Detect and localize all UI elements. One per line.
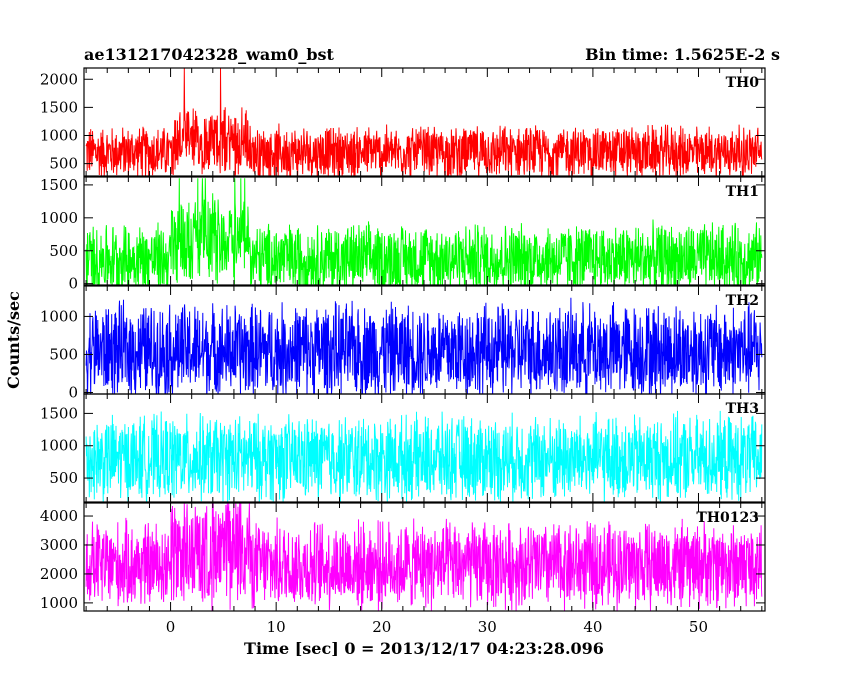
y-tick-label: 1500 bbox=[40, 176, 78, 194]
x-tick-label: 20 bbox=[372, 618, 391, 636]
y-axis-label: Counts/sec bbox=[4, 291, 23, 389]
y-tick-label: 500 bbox=[49, 242, 78, 260]
y-tick-label: 1000 bbox=[40, 127, 78, 145]
panel-frame-th0 bbox=[83, 67, 766, 177]
y-tick-label: 1000 bbox=[40, 437, 78, 455]
panel-frame-th0123 bbox=[83, 502, 766, 612]
panel-th3: 500 1000 1500 TH3 bbox=[40, 393, 766, 503]
panel-label-th2: TH2 bbox=[726, 293, 759, 309]
x-tick-label: 50 bbox=[689, 618, 708, 636]
series-th0 bbox=[85, 68, 763, 176]
panel-th1: 0 500 1000 1500 TH1 bbox=[40, 176, 766, 293]
y-tick-label: 500 bbox=[49, 345, 78, 363]
y-tick-label: 4000 bbox=[40, 507, 78, 525]
y-tick-label: 0 bbox=[68, 275, 78, 293]
panel-frame-th1 bbox=[83, 176, 766, 286]
panel-th2: 0 500 1000 TH2 bbox=[40, 285, 766, 401]
figure-title: ae131217042328_wam0_bst bbox=[84, 45, 335, 64]
x-axis-label: Time [sec] 0 = 2013/12/17 04:23:28.096 bbox=[244, 639, 604, 658]
y-tick-label: 1000 bbox=[40, 594, 78, 612]
panel-th0123: 1000 2000 3000 4000 TH0123 bbox=[40, 502, 766, 612]
y-tick-label: 1500 bbox=[40, 404, 78, 422]
y-tick-label: 1000 bbox=[40, 307, 78, 325]
y-tick-label: 1000 bbox=[40, 209, 78, 227]
panel-label-th1: TH1 bbox=[726, 184, 759, 200]
panel-th0: 500 1000 1500 2000 TH0 bbox=[40, 67, 766, 177]
series-th1 bbox=[85, 178, 763, 285]
x-tick-label: 30 bbox=[478, 618, 497, 636]
panel-label-th0: TH0 bbox=[726, 75, 760, 91]
y-tick-label: 500 bbox=[49, 469, 78, 487]
series-th2 bbox=[85, 297, 763, 394]
y-tick-label: 500 bbox=[49, 155, 78, 173]
bin-time-label: Bin time: 1.5625E-2 s bbox=[585, 45, 780, 64]
series-th3 bbox=[85, 410, 763, 502]
y-tick-label: 1500 bbox=[40, 98, 78, 116]
x-tick-label: 10 bbox=[267, 618, 286, 636]
y-tick-label: 0 bbox=[68, 383, 78, 401]
panel-label-th3: TH3 bbox=[726, 401, 759, 417]
x-tick-label: 0 bbox=[166, 618, 176, 636]
y-tick-label: 2000 bbox=[40, 565, 78, 583]
y-tick-label: 2000 bbox=[40, 70, 78, 88]
series-th0123 bbox=[85, 503, 763, 611]
x-tick-label: 40 bbox=[583, 618, 602, 636]
panel-label-th0123: TH0123 bbox=[696, 510, 759, 526]
y-tick-label: 3000 bbox=[40, 536, 78, 554]
panel-frame-th3 bbox=[83, 393, 766, 503]
